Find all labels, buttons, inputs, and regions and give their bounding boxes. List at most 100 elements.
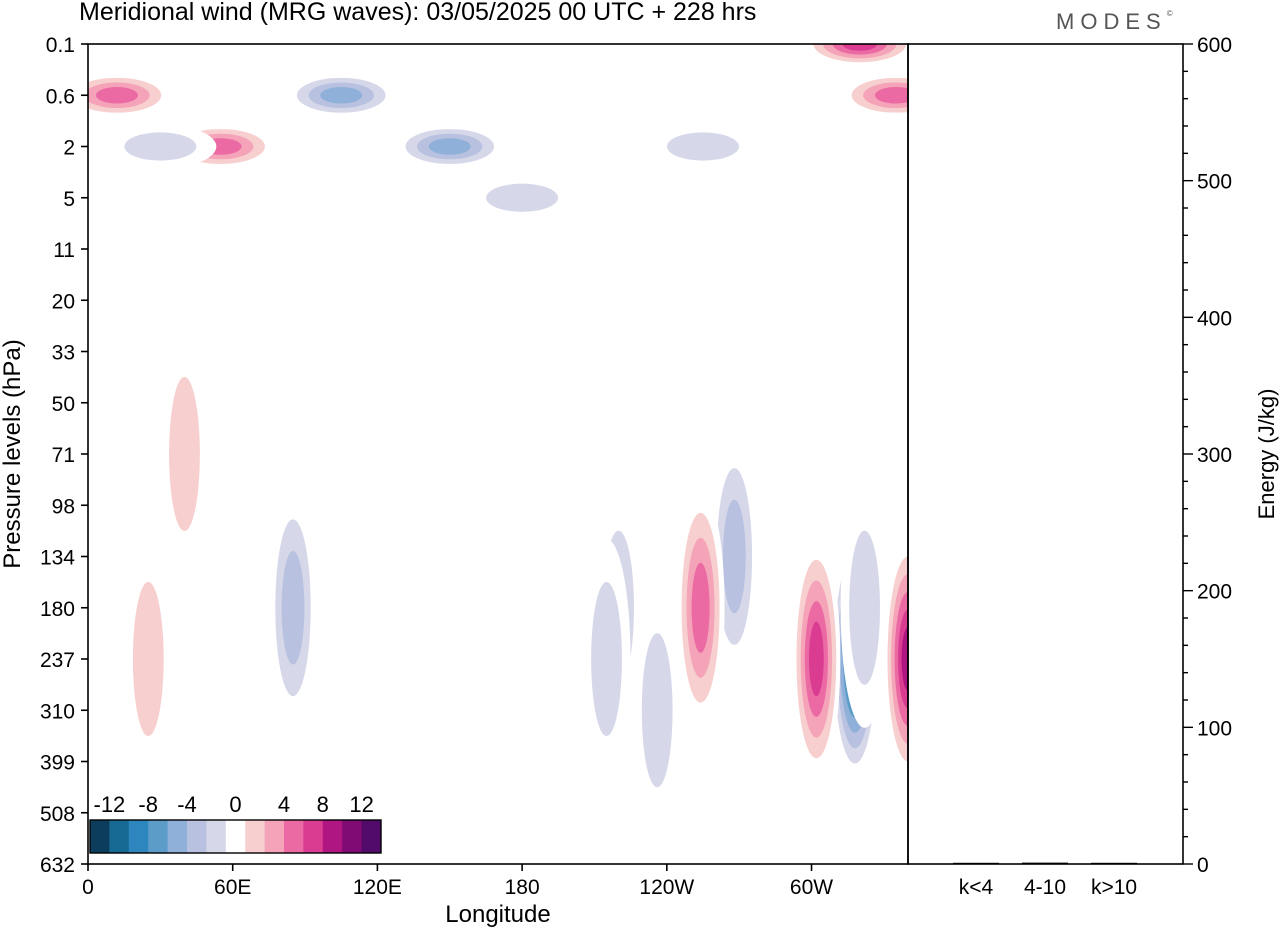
heatmap-contour bbox=[641, 633, 673, 788]
energy-y-tick-label: 600 bbox=[1197, 34, 1232, 57]
x-tick-label: 120E bbox=[353, 876, 402, 899]
colorbar-swatch bbox=[284, 820, 304, 853]
heatmap-contour bbox=[281, 550, 305, 665]
heatmap-cell bbox=[647, 124, 759, 169]
y-tick-label: 33 bbox=[52, 342, 75, 365]
colorbar-swatch bbox=[90, 820, 110, 853]
y-tick-label: 20 bbox=[52, 290, 75, 313]
chart-title: Meridional wind (MRG waves): 03/05/2025 … bbox=[79, 0, 757, 26]
y-tick-label: 134 bbox=[40, 547, 75, 570]
y-tick-label: 0.6 bbox=[46, 85, 75, 108]
heatmap-cell bbox=[582, 539, 631, 779]
energy-panel-frame bbox=[907, 43, 1184, 865]
heatmap-contour bbox=[591, 227, 704, 271]
colorbar-tick-label: -4 bbox=[177, 792, 197, 817]
y-tick-label: 180 bbox=[40, 598, 75, 621]
heatmap-contour bbox=[95, 86, 138, 104]
heatmap-cell bbox=[104, 124, 217, 169]
colorbar-swatch bbox=[225, 820, 246, 853]
heatmap-cell bbox=[710, 436, 759, 677]
heatmap-cell bbox=[920, 539, 968, 779]
colorbar-swatch bbox=[245, 820, 265, 853]
energy-y-tick-label: 300 bbox=[1197, 444, 1232, 467]
y-tick-label: 2 bbox=[63, 137, 75, 160]
heatmap-cell bbox=[160, 334, 209, 574]
colorbar-tick-label: 12 bbox=[349, 792, 373, 817]
x-axis-label: Longitude bbox=[445, 901, 550, 928]
energy-y-axis-label: Energy (J/kg) bbox=[1254, 389, 1279, 520]
heatmap-cell bbox=[393, 124, 506, 169]
heatmap-cell bbox=[840, 487, 889, 728]
x-tick-label: 0 bbox=[82, 876, 94, 899]
heatmap-contour bbox=[591, 581, 622, 737]
energy-y-tick-label: 200 bbox=[1197, 581, 1232, 604]
heatmap-contour bbox=[428, 138, 471, 155]
heatmap-cell bbox=[633, 590, 682, 831]
energy-bar bbox=[1091, 862, 1137, 864]
y-tick-label: 50 bbox=[52, 393, 75, 416]
heatmap-cells bbox=[88, 44, 968, 831]
colorbar-swatch bbox=[128, 820, 149, 853]
x-tick-label: 180 bbox=[505, 876, 540, 899]
heatmap-contour bbox=[169, 376, 200, 532]
energy-y-tick-label: 500 bbox=[1197, 171, 1232, 194]
energy-bar-chart: 0 100 200 300 400 500 600 Energy (J/kg) k<4 4-10 k… bbox=[953, 34, 1279, 899]
y-tick-label: 5 bbox=[63, 188, 75, 211]
energy-y-tick-label: 100 bbox=[1197, 717, 1232, 740]
energy-y-tick-label: 0 bbox=[1197, 854, 1209, 877]
colorbar-tick-label: -12 bbox=[94, 792, 126, 817]
heatmap-contour bbox=[808, 621, 824, 697]
heatmap-contour bbox=[667, 132, 739, 161]
heatmap-contour bbox=[88, 227, 169, 271]
heatmap-cell bbox=[285, 73, 398, 118]
heatmap-contour bbox=[901, 627, 908, 691]
colorbar-tick-label: 4 bbox=[278, 792, 290, 817]
heatmap-contour bbox=[842, 44, 878, 51]
x-tick-label: 120W bbox=[639, 876, 694, 899]
heatmap-contour bbox=[486, 183, 559, 212]
heatmap-cell bbox=[269, 487, 317, 728]
heatmap-cell bbox=[884, 539, 908, 779]
heatmap-cell bbox=[839, 73, 908, 118]
colorbar-swatch bbox=[361, 820, 382, 853]
colorbar-swatch bbox=[109, 820, 130, 853]
brand-mark: © bbox=[1166, 9, 1173, 18]
colorbar-swatch bbox=[206, 820, 227, 853]
heatmap-contour bbox=[124, 132, 197, 161]
heatmap-contour bbox=[722, 499, 746, 614]
y-tick-label: 399 bbox=[40, 752, 75, 775]
colorbar-swatch bbox=[264, 820, 285, 853]
heatmap-contour bbox=[320, 86, 363, 104]
y-tick-label: 237 bbox=[40, 649, 75, 672]
heatmap-cell bbox=[676, 487, 725, 728]
y-tick-label: 508 bbox=[40, 803, 75, 826]
heatmap-contour bbox=[920, 539, 968, 779]
colorbar-frame bbox=[89, 819, 382, 854]
y-tick-label: 0.1 bbox=[46, 34, 75, 57]
y-tick-label: 11 bbox=[53, 239, 75, 262]
energy-bar bbox=[1022, 862, 1068, 864]
heatmap-contour bbox=[132, 581, 164, 737]
heatmap-cell bbox=[792, 539, 841, 779]
colorbar: -12 -8 -4 0 4 8 12 bbox=[89, 792, 382, 854]
colorbar-swatch bbox=[167, 820, 188, 853]
heatmap-cell bbox=[803, 44, 908, 66]
energy-category-label: 4-10 bbox=[1024, 876, 1066, 899]
brand-text: MODES bbox=[1056, 9, 1167, 34]
colorbar-swatch bbox=[148, 820, 168, 853]
heatmap-cell bbox=[88, 227, 169, 271]
heatmap-cell bbox=[124, 539, 173, 779]
colorbar-tick-label: 0 bbox=[229, 792, 241, 817]
x-tick-label: 60W bbox=[790, 876, 833, 899]
heatmap-contour bbox=[874, 86, 908, 104]
heatmap-axes: 0.1 0.6 2 5 11 20 33 50 71 98 134 180 237 310 399 508 63… bbox=[0, 34, 833, 928]
colorbar-tick-label: 8 bbox=[317, 792, 329, 817]
energy-category-label: k>10 bbox=[1091, 876, 1137, 899]
colorbar-swatch bbox=[303, 820, 324, 853]
colorbar-swatch bbox=[187, 820, 207, 853]
energy-bar bbox=[953, 862, 999, 864]
x-tick-label: 60E bbox=[214, 876, 251, 899]
y-tick-label: 98 bbox=[52, 495, 75, 518]
y-tick-label: 310 bbox=[40, 700, 75, 723]
